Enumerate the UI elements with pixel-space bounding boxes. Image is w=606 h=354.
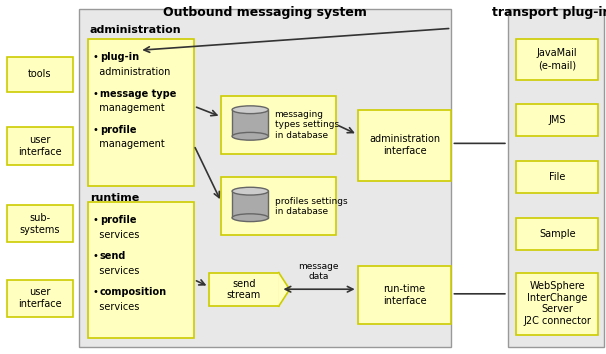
Text: message
data: message data (299, 262, 339, 281)
FancyBboxPatch shape (221, 177, 336, 235)
FancyBboxPatch shape (516, 218, 598, 250)
FancyBboxPatch shape (358, 110, 451, 181)
Text: management: management (93, 139, 164, 149)
Text: user
interface: user interface (18, 287, 62, 309)
Text: profile: profile (100, 215, 136, 225)
Text: File: File (549, 172, 565, 182)
Text: •: • (93, 287, 102, 297)
FancyBboxPatch shape (516, 104, 598, 136)
Text: run-time
interface: run-time interface (383, 284, 426, 306)
Ellipse shape (232, 187, 268, 195)
Text: JavaMail
(e-mail): JavaMail (e-mail) (537, 48, 578, 70)
Text: profiles settings
in database: profiles settings in database (275, 196, 347, 216)
Text: services: services (93, 302, 139, 312)
Text: WebSphere
InterChange
Server
J2C connector: WebSphere InterChange Server J2C connect… (523, 281, 591, 326)
Text: Outbound messaging system: Outbound messaging system (163, 6, 367, 19)
FancyBboxPatch shape (88, 202, 194, 338)
FancyBboxPatch shape (7, 57, 73, 92)
Ellipse shape (232, 106, 268, 114)
FancyBboxPatch shape (221, 96, 336, 154)
Text: Sample: Sample (539, 229, 576, 239)
Ellipse shape (232, 214, 268, 222)
Polygon shape (279, 273, 290, 306)
FancyBboxPatch shape (209, 273, 279, 306)
Text: administration: administration (90, 25, 181, 35)
Text: •: • (93, 125, 102, 135)
Text: •: • (93, 215, 102, 225)
Text: send
stream: send stream (227, 279, 261, 300)
FancyBboxPatch shape (7, 127, 73, 165)
Text: •: • (93, 251, 102, 261)
Text: •: • (93, 88, 102, 98)
FancyBboxPatch shape (358, 266, 451, 324)
Text: composition: composition (100, 287, 167, 297)
FancyBboxPatch shape (508, 9, 604, 347)
Text: management: management (93, 103, 164, 113)
FancyBboxPatch shape (7, 280, 73, 317)
Text: administration
interface: administration interface (369, 134, 440, 156)
Text: plug-in: plug-in (100, 52, 139, 62)
Ellipse shape (232, 132, 268, 140)
FancyBboxPatch shape (516, 161, 598, 193)
Text: messaging
types settings
in database: messaging types settings in database (275, 110, 339, 140)
FancyBboxPatch shape (79, 9, 451, 347)
Text: send: send (100, 251, 126, 261)
Text: transport plug-ins: transport plug-ins (492, 6, 606, 19)
Text: JMS: JMS (548, 115, 566, 125)
Text: runtime: runtime (90, 193, 139, 203)
Text: services: services (93, 266, 139, 276)
Text: user
interface: user interface (18, 135, 62, 157)
Text: •: • (93, 52, 102, 62)
Text: tools: tools (28, 69, 52, 79)
FancyBboxPatch shape (516, 273, 598, 335)
Text: sub-
systems: sub- systems (20, 213, 60, 235)
FancyBboxPatch shape (516, 39, 598, 80)
FancyBboxPatch shape (232, 191, 268, 218)
FancyBboxPatch shape (88, 39, 194, 186)
FancyBboxPatch shape (232, 110, 268, 136)
Text: message type: message type (100, 88, 176, 98)
Text: profile: profile (100, 125, 136, 135)
Text: administration: administration (93, 67, 170, 77)
Text: services: services (93, 230, 139, 240)
FancyBboxPatch shape (7, 205, 73, 242)
